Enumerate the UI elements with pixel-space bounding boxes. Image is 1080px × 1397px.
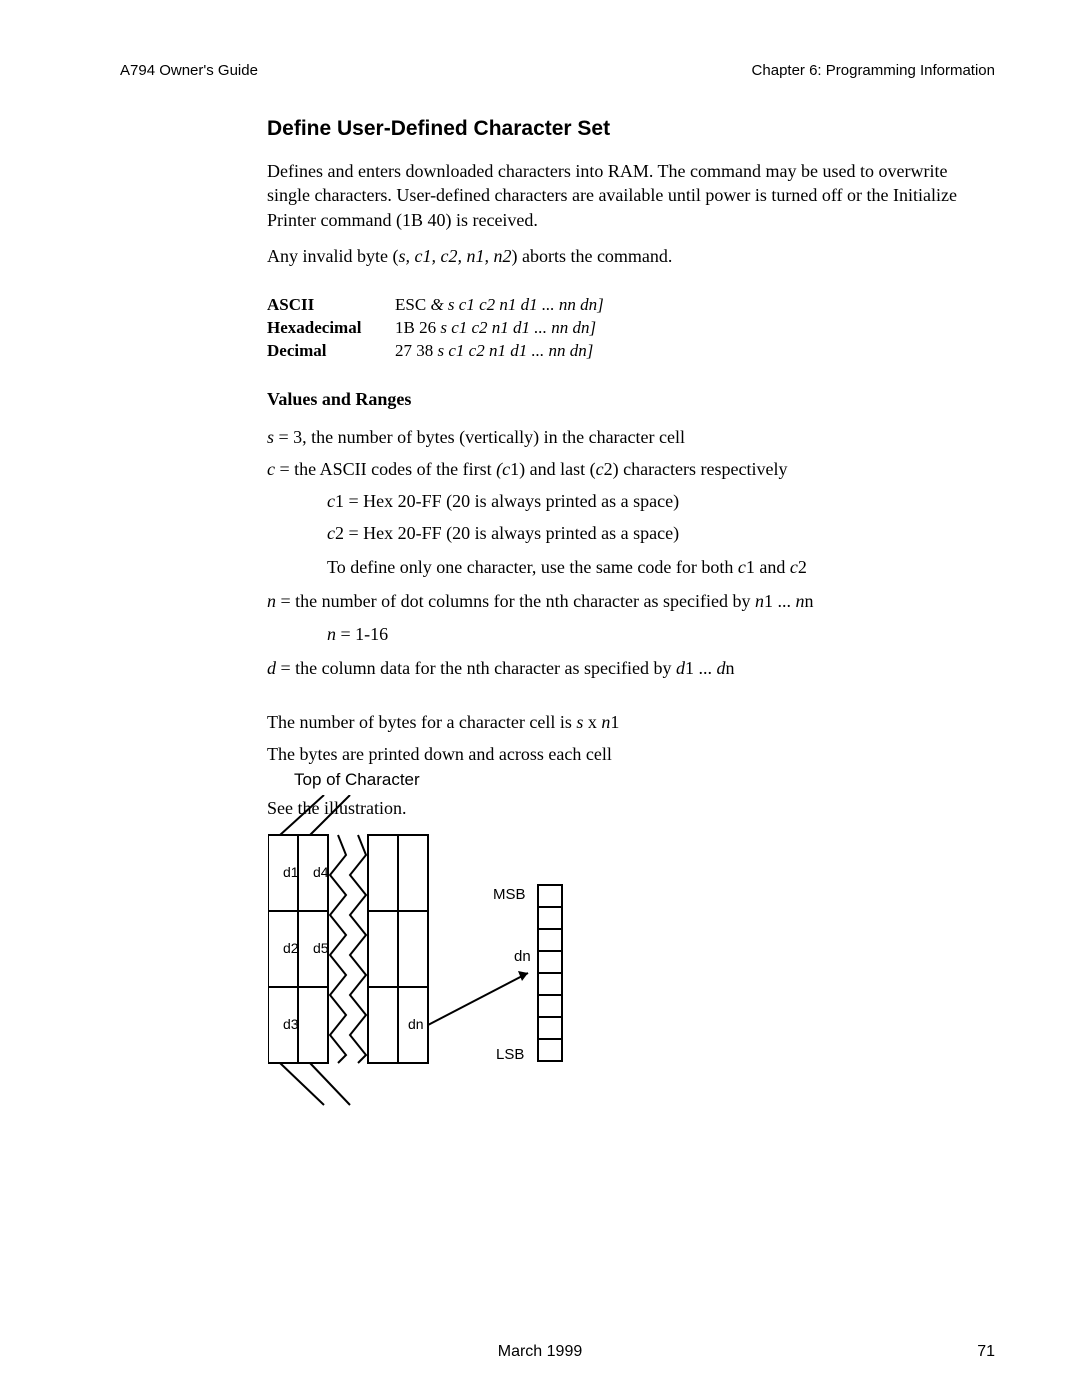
n-definition: n = the number of dot columns for the nt… [267, 588, 987, 614]
dec-row: Decimal 27 38 s c1 c2 n1 d1 ... nn dn] [267, 340, 987, 363]
text: = the number of dot columns for the nth … [276, 591, 755, 611]
define-one-note: To define only one character, use the sa… [327, 554, 987, 580]
text: 1) and last ( [510, 459, 595, 479]
header-left: A794 Owner's Guide [120, 62, 258, 79]
var: c [596, 459, 604, 479]
text: Any invalid byte ( [267, 246, 398, 266]
var: d [267, 658, 276, 678]
text: 2 [798, 557, 807, 577]
text: 2 = Hex 20-FF (20 is always printed as a… [335, 523, 679, 543]
d-definition: d = the column data for the nth characte… [267, 655, 987, 681]
var: n [327, 624, 336, 644]
character-cell-diagram: d1 d4 d2 d5 d3 dn MSB dn LSB [268, 795, 588, 1115]
command-codes: ASCII ESC & s c1 c2 n1 d1 ... nn dn] Hex… [267, 294, 987, 363]
text: = 3, the number of bytes (vertically) in… [274, 427, 685, 447]
text: 1 = Hex 20-FF (20 is always printed as a… [335, 491, 679, 511]
svg-text:d1: d1 [283, 864, 299, 880]
var: d [717, 658, 726, 678]
header-right: Chapter 6: Programming Information [752, 62, 995, 79]
paren: (c [496, 459, 510, 479]
hex-value: 1B 26 s c1 c2 n1 d1 ... nn dn] [395, 317, 987, 340]
svg-text:dn: dn [408, 1016, 424, 1032]
text: n [805, 591, 814, 611]
intro-paragraph: Defines and enters downloaded characters… [267, 159, 987, 232]
dec-value: 27 38 s c1 c2 n1 d1 ... nn dn] [395, 340, 987, 363]
svg-text:d5: d5 [313, 940, 329, 956]
var: c [790, 557, 798, 577]
var: d [676, 658, 685, 678]
s-definition: s = 3, the number of bytes (vertically) … [267, 424, 987, 450]
args: s c1 c2 n1 d1 ... nn dn] [438, 341, 594, 360]
text: 1 and [746, 557, 790, 577]
invalid-byte-paragraph: Any invalid byte (s, c1, c2, n1, n2) abo… [267, 244, 987, 268]
dec-label: Decimal [267, 340, 395, 363]
var: c [738, 557, 746, 577]
c1-range: c1 = Hex 20-FF (20 is always printed as … [327, 488, 987, 514]
main-content: Define User-Defined Character Set Define… [267, 117, 987, 827]
args: s c1 c2 n1 d1 ... nn dn] [440, 318, 596, 337]
var: n [796, 591, 805, 611]
svg-text:dn: dn [514, 948, 531, 965]
text: 1 [610, 712, 619, 732]
ascii-value: ESC & s c1 c2 n1 d1 ... nn dn] [395, 294, 987, 317]
prefix: ESC [395, 295, 430, 314]
svg-text:LSB: LSB [496, 1046, 524, 1063]
prefix: 1B 26 [395, 318, 440, 337]
text: x [583, 712, 601, 732]
c2-range: c2 = Hex 20-FF (20 is always printed as … [327, 520, 987, 546]
text: ) aborts the command. [511, 246, 672, 266]
footer-date: March 1999 [498, 1343, 583, 1361]
svg-text:d2: d2 [283, 940, 299, 956]
var: c [327, 491, 335, 511]
footer-page-number: 71 [977, 1343, 995, 1361]
section-title: Define User-Defined Character Set [267, 117, 987, 141]
n-range: n = 1-16 [327, 621, 987, 647]
text: The number of bytes for a character cell… [267, 712, 576, 732]
text: 1 ... [685, 658, 717, 678]
text: = the column data for the nth character … [276, 658, 676, 678]
vars: s, c1, c2, n1, n2 [398, 246, 511, 266]
var: n [267, 591, 276, 611]
illustration-caption: Top of Character [294, 770, 420, 790]
svg-text:d3: d3 [283, 1016, 299, 1032]
prefix: 27 38 [395, 341, 438, 360]
values-heading: Values and Ranges [267, 389, 987, 410]
ascii-label: ASCII [267, 294, 395, 317]
hex-label: Hexadecimal [267, 317, 395, 340]
text: 1 ... [764, 591, 796, 611]
printed-note: The bytes are printed down and across ea… [267, 741, 987, 767]
svg-text:d4: d4 [313, 864, 329, 880]
svg-text:MSB: MSB [493, 886, 526, 903]
var: n [755, 591, 764, 611]
text: n [726, 658, 735, 678]
text: = the ASCII codes of the first [275, 459, 496, 479]
var: s [267, 427, 274, 447]
text: 2) characters respectively [604, 459, 788, 479]
args: & s c1 c2 n1 d1 ... nn dn] [430, 295, 603, 314]
text: To define only one character, use the sa… [327, 557, 738, 577]
c-definition: c = the ASCII codes of the first (c1) an… [267, 456, 987, 482]
text: = 1-16 [336, 624, 388, 644]
ascii-row: ASCII ESC & s c1 c2 n1 d1 ... nn dn] [267, 294, 987, 317]
hex-row: Hexadecimal 1B 26 s c1 c2 n1 d1 ... nn d… [267, 317, 987, 340]
var: c [327, 523, 335, 543]
var: c [267, 459, 275, 479]
bytes-formula: The number of bytes for a character cell… [267, 709, 987, 735]
